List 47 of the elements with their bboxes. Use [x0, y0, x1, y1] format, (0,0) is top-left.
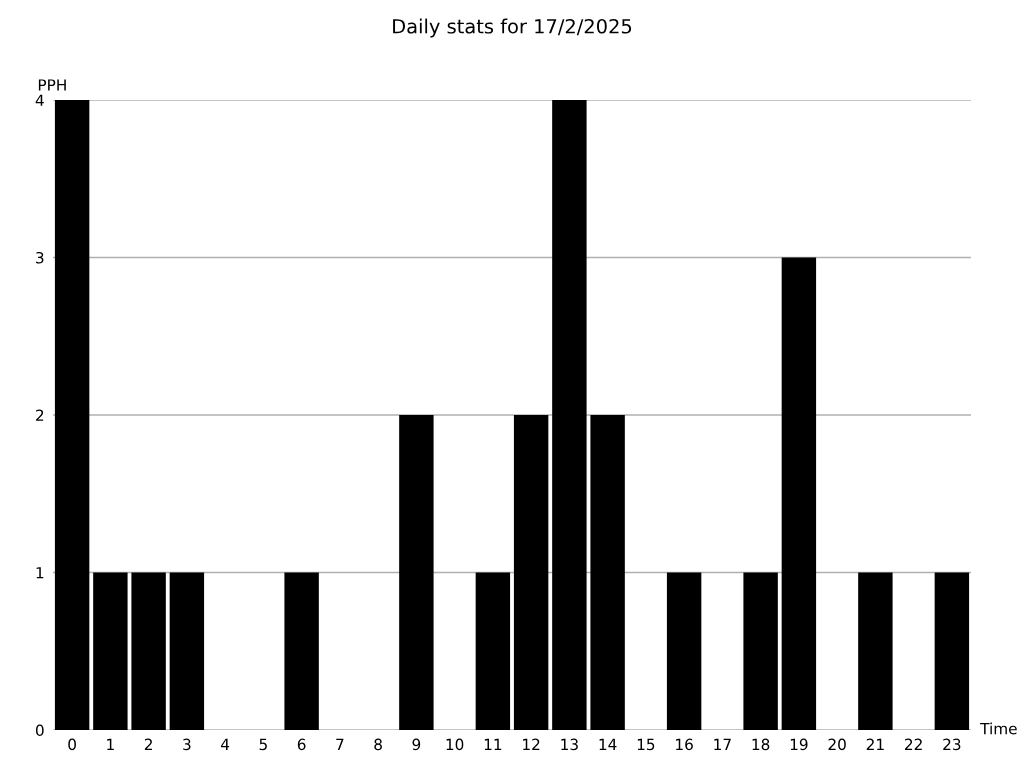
x-tick-label: 20: [828, 738, 846, 751]
bar: [475, 572, 511, 730]
x-tick-label: 5: [259, 738, 267, 751]
y-axis-title: PPH: [38, 79, 66, 91]
bar: [590, 415, 625, 730]
x-tick-label: 1: [107, 738, 114, 750]
chart-title: Daily stats for 17/2/2025: [393, 18, 632, 38]
bar: [54, 100, 90, 730]
bar: [131, 572, 166, 730]
x-tick-label: 2: [144, 738, 152, 750]
bar: [399, 415, 434, 730]
x-tick-label: 22: [905, 738, 922, 750]
x-tick-label: 11: [484, 738, 502, 750]
x-tick-label: 16: [676, 738, 693, 751]
x-tick-label: 9: [412, 738, 421, 751]
bar: [284, 572, 319, 730]
x-tick-label: 8: [374, 738, 382, 751]
x-tick-label: 18: [752, 738, 770, 751]
bar: [513, 415, 549, 730]
x-tick-label: 13: [561, 738, 578, 751]
bar: [781, 257, 817, 730]
x-tick-label: 23: [943, 738, 961, 751]
bar: [169, 572, 205, 730]
y-tick-label: 2: [36, 409, 44, 421]
bar: [743, 572, 778, 730]
bar: [858, 572, 893, 730]
x-tick-label: 17: [714, 738, 731, 750]
x-axis-title: Time: [980, 722, 1017, 735]
y-tick-label: 3: [36, 251, 44, 264]
y-tick-label: 4: [35, 94, 44, 106]
x-tick-label: 0: [68, 738, 76, 751]
x-tick-label: 10: [446, 738, 464, 751]
x-tick-label: 4: [221, 738, 230, 750]
y-tick-label: 1: [36, 567, 44, 579]
bar: [552, 100, 587, 730]
bar: [934, 572, 970, 730]
x-tick-label: 19: [790, 738, 808, 751]
x-tick-label: 6: [297, 738, 306, 751]
x-tick-label: 7: [336, 738, 344, 750]
x-tick-label: 15: [637, 738, 655, 751]
x-tick-label: 21: [866, 738, 884, 750]
bar: [93, 572, 128, 730]
x-tick-label: 12: [523, 738, 540, 750]
x-tick-label: 3: [183, 738, 191, 751]
x-tick-label: 14: [599, 738, 617, 750]
y-tick-label: 0: [35, 724, 44, 737]
bar: [666, 572, 702, 730]
